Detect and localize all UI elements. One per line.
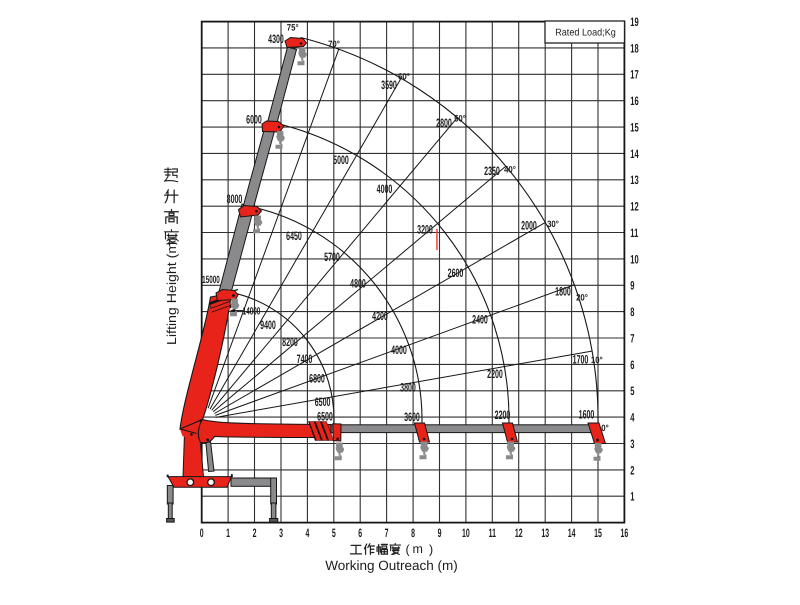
svg-text:14: 14 bbox=[568, 526, 576, 540]
svg-text:7: 7 bbox=[630, 331, 634, 345]
svg-text:8200: 8200 bbox=[282, 335, 298, 349]
svg-text:5700: 5700 bbox=[324, 250, 340, 264]
svg-text:13: 13 bbox=[541, 526, 549, 540]
svg-text:12: 12 bbox=[515, 526, 523, 540]
svg-text:3590: 3590 bbox=[381, 78, 397, 92]
svg-text:0°: 0° bbox=[601, 423, 609, 433]
svg-text:4: 4 bbox=[305, 526, 309, 540]
svg-text:1600: 1600 bbox=[579, 408, 595, 422]
svg-text:8: 8 bbox=[630, 305, 634, 319]
svg-text:1800: 1800 bbox=[555, 285, 571, 299]
svg-text:2800: 2800 bbox=[436, 116, 452, 130]
svg-text:16: 16 bbox=[621, 526, 629, 540]
svg-text:15: 15 bbox=[594, 526, 602, 540]
svg-text:Lifting Height (m): Lifting Height (m) bbox=[164, 237, 179, 345]
svg-text:10: 10 bbox=[462, 526, 470, 540]
svg-text:50°: 50° bbox=[454, 113, 466, 123]
svg-text:Working Outreach (m): Working Outreach (m) bbox=[325, 558, 458, 573]
svg-text:2600: 2600 bbox=[448, 266, 464, 280]
svg-text:9: 9 bbox=[630, 279, 634, 293]
svg-text:8: 8 bbox=[411, 526, 415, 540]
svg-text:(: ( bbox=[406, 543, 411, 557]
svg-text:4000: 4000 bbox=[391, 343, 407, 357]
svg-text:18: 18 bbox=[630, 41, 639, 55]
svg-text:4: 4 bbox=[630, 411, 634, 425]
svg-text:2000: 2000 bbox=[521, 219, 537, 233]
svg-text:70°: 70° bbox=[328, 39, 340, 49]
svg-text:2350: 2350 bbox=[484, 164, 500, 178]
svg-text:10: 10 bbox=[630, 252, 639, 266]
svg-text:3: 3 bbox=[279, 526, 283, 540]
svg-text:16: 16 bbox=[630, 94, 639, 108]
svg-text:2200: 2200 bbox=[487, 367, 503, 381]
svg-text:40°: 40° bbox=[504, 164, 516, 174]
svg-text:15000: 15000 bbox=[202, 274, 220, 286]
svg-text:1700: 1700 bbox=[573, 353, 589, 367]
svg-text:6000: 6000 bbox=[246, 113, 262, 127]
svg-text:): ) bbox=[429, 543, 433, 557]
svg-text:1: 1 bbox=[226, 526, 230, 540]
svg-text:6800: 6800 bbox=[309, 372, 325, 386]
svg-text:11: 11 bbox=[489, 526, 496, 540]
svg-text:60°: 60° bbox=[398, 71, 410, 81]
svg-text:4300: 4300 bbox=[268, 32, 284, 46]
svg-text:75°: 75° bbox=[287, 23, 299, 33]
svg-text:6: 6 bbox=[358, 526, 362, 540]
svg-text:19: 19 bbox=[630, 15, 639, 29]
svg-text:2400: 2400 bbox=[472, 313, 488, 327]
svg-text:2: 2 bbox=[253, 526, 257, 540]
svg-text:Rated Load;Kg: Rated Load;Kg bbox=[555, 27, 616, 38]
svg-text:3600: 3600 bbox=[404, 410, 420, 424]
svg-text:5: 5 bbox=[332, 526, 336, 540]
svg-text:3: 3 bbox=[630, 437, 634, 451]
svg-text:15: 15 bbox=[630, 121, 639, 135]
svg-text:2200: 2200 bbox=[495, 408, 511, 422]
svg-text:4800: 4800 bbox=[350, 277, 366, 291]
svg-text:7: 7 bbox=[385, 526, 389, 540]
svg-text:3200: 3200 bbox=[417, 223, 433, 237]
svg-text:2: 2 bbox=[630, 463, 634, 477]
svg-text:8000: 8000 bbox=[227, 192, 243, 206]
svg-text:14000: 14000 bbox=[243, 305, 261, 317]
svg-text:13: 13 bbox=[630, 173, 639, 187]
svg-text:5: 5 bbox=[630, 384, 634, 398]
svg-text:6500: 6500 bbox=[315, 395, 331, 409]
svg-text:6: 6 bbox=[630, 358, 634, 372]
svg-text:6500: 6500 bbox=[317, 410, 333, 424]
svg-text:4000: 4000 bbox=[377, 182, 393, 196]
svg-text:12: 12 bbox=[630, 200, 639, 214]
svg-text:0: 0 bbox=[200, 526, 204, 540]
svg-text:5000: 5000 bbox=[333, 153, 349, 167]
svg-text:m: m bbox=[413, 542, 423, 556]
svg-text:3800: 3800 bbox=[400, 381, 416, 395]
svg-text:9400: 9400 bbox=[260, 318, 276, 332]
svg-text:9: 9 bbox=[438, 526, 442, 540]
svg-text:11: 11 bbox=[630, 226, 638, 240]
svg-text:14: 14 bbox=[630, 147, 639, 161]
svg-text:20°: 20° bbox=[576, 293, 588, 303]
svg-text:17: 17 bbox=[630, 68, 639, 82]
svg-text:1: 1 bbox=[630, 490, 634, 504]
svg-text:4200: 4200 bbox=[372, 309, 388, 323]
svg-text:7400: 7400 bbox=[297, 352, 313, 366]
svg-text:10°: 10° bbox=[591, 355, 603, 365]
svg-text:30°: 30° bbox=[547, 219, 559, 229]
svg-text:6450: 6450 bbox=[286, 229, 302, 243]
